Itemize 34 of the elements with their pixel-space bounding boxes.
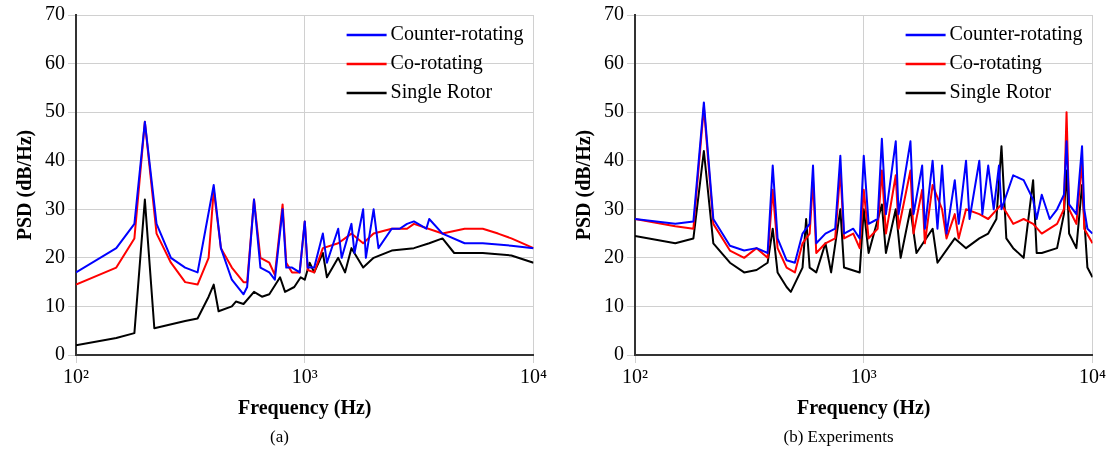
text: (a) — [270, 427, 289, 447]
y-tick-label: 50 — [44, 99, 65, 122]
y-tick-label: 0 — [613, 342, 624, 365]
x-tick-label: 10³ — [291, 365, 318, 388]
y-tick-label: 50 — [603, 99, 624, 122]
y-tick-label: 40 — [603, 147, 624, 170]
legend-label: Co-rotating — [390, 51, 483, 75]
x-tick-label: 10² — [62, 365, 89, 388]
x-axis-title: Frequency (Hz) — [796, 396, 931, 420]
x-tick-label: 10⁴ — [1078, 365, 1106, 388]
y-tick-label: 10 — [44, 293, 65, 316]
y-axis-title: PSD (dB/Hz) — [12, 129, 36, 241]
legend-label: Counter-rotating — [949, 22, 1083, 46]
y-tick-label: 30 — [603, 196, 624, 219]
y-tick-label: 20 — [44, 245, 65, 268]
y-tick-label: 20 — [603, 245, 624, 268]
y-tick-label: 70 — [603, 2, 624, 25]
y-tick-label: 60 — [603, 50, 624, 73]
x-tick-label: 10³ — [850, 365, 877, 388]
y-tick-label: 10 — [603, 293, 624, 316]
text: (b) Experiments — [783, 427, 894, 447]
y-tick-label: 40 — [44, 147, 65, 170]
y-tick-label: 60 — [44, 50, 65, 73]
y-axis-title: PSD (dB/Hz) — [571, 129, 595, 241]
y-tick-label: 30 — [44, 196, 65, 219]
legend-label: Single Rotor — [949, 80, 1052, 104]
legend-label: Co-rotating — [949, 51, 1042, 75]
x-axis-title: Frequency (Hz) — [237, 396, 372, 420]
legend-label: Single Rotor — [390, 80, 493, 104]
x-tick-label: 10⁴ — [519, 365, 547, 388]
x-tick-label: 10² — [621, 365, 648, 388]
y-tick-label: 70 — [44, 2, 65, 25]
y-tick-label: 0 — [54, 342, 65, 365]
legend-label: Counter-rotating — [390, 22, 524, 46]
